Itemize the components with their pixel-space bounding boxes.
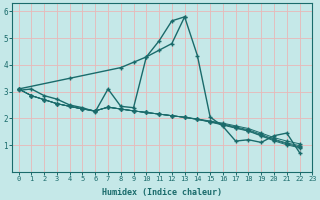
X-axis label: Humidex (Indice chaleur): Humidex (Indice chaleur) xyxy=(102,188,222,197)
